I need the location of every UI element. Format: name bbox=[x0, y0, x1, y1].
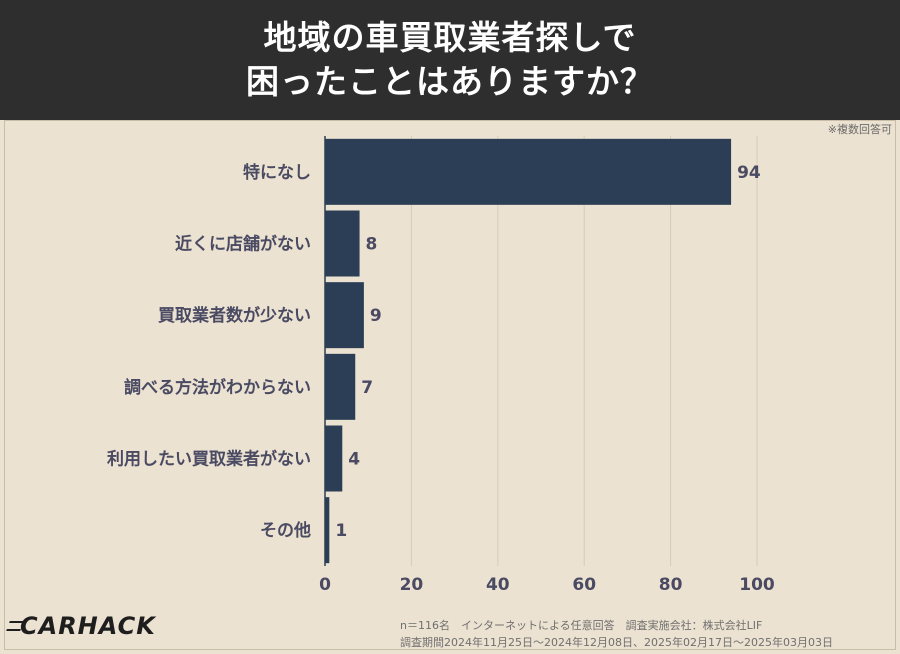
x-tick-label: 20 bbox=[400, 575, 424, 595]
bar-value-label: 9 bbox=[370, 306, 382, 326]
bar-value-label: 1 bbox=[335, 521, 347, 541]
bar bbox=[325, 282, 364, 349]
x-tick-label: 60 bbox=[572, 575, 596, 595]
title-line-2: 困ったことはありますか？ bbox=[246, 62, 654, 101]
bar bbox=[325, 138, 732, 205]
bar-value-label: 4 bbox=[348, 450, 360, 470]
carhack-logo: CARHACK bbox=[6, 612, 156, 640]
bar-value-label: 7 bbox=[361, 378, 373, 398]
category-label: 特になし bbox=[243, 162, 311, 183]
bar bbox=[325, 497, 330, 564]
x-tick-label: 0 bbox=[319, 575, 331, 595]
bar-value-label: 8 bbox=[366, 235, 378, 255]
logo-text: CARHACK bbox=[20, 612, 156, 640]
bar bbox=[325, 353, 356, 420]
header: 地域の車買取業者探しで 困ったことはありますか？ bbox=[0, 0, 900, 120]
bar-value-label: 94 bbox=[737, 163, 761, 183]
category-label: 利用したい買取業者がない bbox=[107, 449, 311, 470]
chart-frame bbox=[4, 120, 896, 650]
bar bbox=[325, 210, 360, 277]
x-tick-label: 80 bbox=[659, 575, 683, 595]
x-tick-label: 40 bbox=[486, 575, 510, 595]
footer-survey-period: 調査期間2024年11月25日〜2024年12月08日、2025年02月17日〜… bbox=[400, 636, 833, 649]
category-label: 調べる方法がわからない bbox=[124, 377, 311, 398]
footer-survey-info: n＝116名 インターネットによる任意回答 調査実施会社：株式会社LIF bbox=[400, 619, 763, 632]
category-label: 買取業者数が少ない bbox=[158, 305, 311, 326]
x-tick-label: 100 bbox=[739, 575, 775, 595]
multiple-answer-note: ※複数回答可 bbox=[827, 123, 892, 136]
category-label: その他 bbox=[260, 520, 311, 541]
title-line-1: 地域の車買取業者探しで bbox=[263, 18, 637, 57]
bar bbox=[325, 425, 343, 492]
category-label: 近くに店舗がない bbox=[175, 234, 311, 255]
